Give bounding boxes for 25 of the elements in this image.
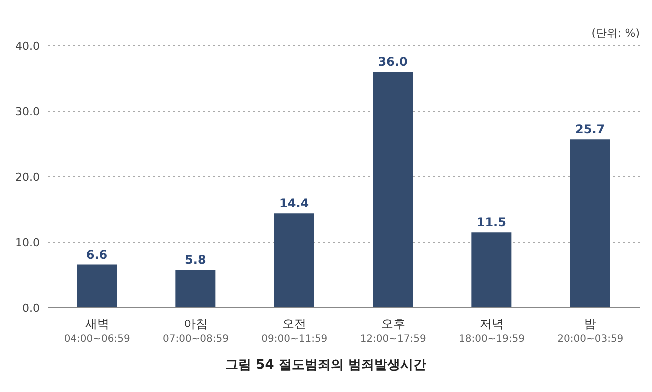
y-tick-label: 10.0 bbox=[16, 236, 40, 250]
bar bbox=[176, 270, 216, 308]
y-tick-label: 0.0 bbox=[22, 302, 40, 315]
data-label: 36.0 bbox=[378, 55, 408, 70]
x-tick-label: 새벽 04:00~06:59 bbox=[64, 317, 130, 345]
bar bbox=[570, 140, 610, 308]
x-tick-label: 오전 09:00~11:59 bbox=[262, 317, 328, 345]
bar bbox=[472, 232, 512, 308]
y-tick-label: 40.0 bbox=[16, 40, 40, 53]
data-label: 5.8 bbox=[185, 253, 206, 268]
bar bbox=[77, 264, 117, 308]
y-tick-label: 30.0 bbox=[16, 105, 40, 118]
bar bbox=[274, 214, 314, 308]
text: (단위: %) bbox=[592, 26, 640, 41]
data-label: 14.4 bbox=[280, 196, 310, 211]
data-label: 11.5 bbox=[476, 216, 506, 230]
text: 그림 54 절도범죄의 범죄발생시간 bbox=[224, 357, 428, 374]
data-label: 25.7 bbox=[576, 122, 606, 137]
data-label: 6.6 bbox=[86, 248, 108, 262]
y-tick-label: 20.0 bbox=[16, 170, 40, 184]
bar bbox=[373, 72, 413, 308]
x-tick-label: 오후 12:00~17:59 bbox=[360, 317, 426, 345]
x-tick-label: 아침 07:00~08:59 bbox=[162, 317, 230, 345]
x-tick-label: 밤 20:00~03:59 bbox=[558, 317, 624, 345]
x-tick-label: 저녁 18:00~19:59 bbox=[458, 317, 526, 345]
